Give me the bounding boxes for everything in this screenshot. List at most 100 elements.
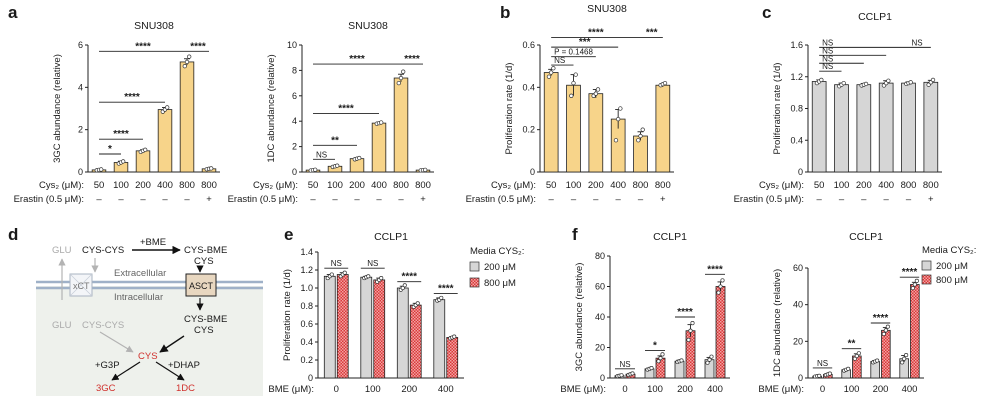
data-point — [819, 77, 824, 83]
bar — [135, 150, 151, 173]
bme-value: 400 — [707, 384, 723, 395]
bar — [878, 82, 894, 173]
y-tick-label: 60 — [793, 263, 803, 273]
y-tick-label: 1.2 — [790, 72, 803, 82]
y-tick-label: 0.8 — [790, 104, 803, 114]
data-point — [886, 78, 891, 83]
data-point — [329, 272, 334, 277]
bar — [543, 72, 559, 173]
bar — [566, 84, 581, 173]
y-axis-label: Proliferation rate (1/d) — [504, 63, 515, 155]
bar — [336, 274, 349, 379]
conditions-c: Cys₂ (μM): 50 100 200 400 800 800 Erastin (0.5 … — [734, 180, 939, 205]
data-point — [569, 93, 574, 98]
data-point — [595, 87, 601, 92]
product-3gc: 3GC — [96, 383, 116, 394]
panel-label-a: a — [8, 3, 18, 22]
chart-title: SNU308 — [587, 3, 627, 15]
y-tick-label: 1.6 — [790, 40, 803, 50]
y-axis-label: 1DC abundance (relative) — [772, 269, 783, 377]
y-tick-label: 8 — [292, 65, 297, 75]
data-point — [209, 166, 214, 171]
bar — [588, 93, 604, 173]
significance-label: NS — [331, 259, 342, 268]
bme-value: 400 — [438, 384, 454, 395]
cys-value: 200 — [349, 180, 365, 191]
y-tick-label: 0 — [530, 167, 535, 177]
bar — [923, 81, 939, 173]
panel-label-e: e — [284, 225, 293, 244]
data-point — [396, 80, 401, 86]
intracellular-label: Intracellular — [114, 292, 163, 303]
significance-label: NS — [367, 259, 378, 268]
erastin-value: – — [184, 194, 190, 205]
data-point — [817, 373, 822, 378]
cys-cys-top: CYS-CYS — [82, 245, 124, 256]
bar — [446, 337, 459, 379]
y-axis-label: 3GC abundance (relative) — [574, 263, 585, 372]
y-tick-label: 20 — [793, 336, 803, 346]
y-tick-label: 0.6 — [522, 40, 535, 50]
erastin-value: – — [140, 194, 146, 205]
erastin-row-label: Erastin (0.5 μM): — [14, 194, 84, 205]
cys-value: 800 — [901, 180, 917, 191]
significance-label: NS — [822, 38, 833, 47]
y-tick-label: 0.4 — [522, 82, 535, 92]
cys-value: 400 — [371, 180, 387, 191]
bme-row-label: BME (μM): — [268, 384, 314, 395]
data-point — [885, 324, 890, 329]
chart-title: SNU308 — [348, 20, 388, 32]
erastin-row-label: Erastin (0.5 μM): — [734, 194, 804, 205]
to-3gc-arrow — [111, 361, 141, 381]
bar — [811, 81, 827, 173]
data-point — [342, 270, 347, 275]
y-tick-label: 0 — [798, 373, 803, 383]
data-point — [720, 278, 725, 283]
to-1dc-arrow — [155, 361, 185, 381]
erastin-row-label: Erastin (0.5 μM): — [466, 194, 536, 205]
bar — [373, 279, 386, 379]
significance-label: NS — [912, 38, 923, 47]
data-point — [613, 138, 619, 143]
y-tick-label: 1.4 — [300, 247, 313, 257]
significance-label: **** — [873, 313, 889, 324]
bar — [393, 77, 409, 173]
erastin-value: – — [906, 194, 912, 205]
product-1dc: 1DC — [176, 383, 195, 394]
chart-a-1dc: SNU308 0 2 4 6 8 10 1DC abundance (relative) NS *… — [266, 20, 434, 177]
cys-value: 800 — [393, 180, 409, 191]
erastin-value: – — [162, 194, 168, 205]
panel-label-f: f — [572, 225, 578, 244]
data-point — [852, 356, 857, 361]
data-point — [846, 366, 851, 371]
data-point — [313, 167, 318, 172]
cys-value: 400 — [610, 180, 626, 191]
cys-value: 400 — [157, 180, 173, 191]
chart-e-proliferation: CCLP1 0 0.2 0.4 0.6 0.8 1.0 1.2 1.4 Proliferation… — [282, 231, 464, 383]
data-point — [593, 91, 598, 96]
data-point — [908, 80, 913, 85]
data-point — [400, 285, 405, 291]
y-tick-label: 0.4 — [300, 337, 313, 347]
erastin-value: – — [884, 194, 890, 205]
bme-value: 100 — [844, 384, 860, 395]
significance-label: **** — [677, 307, 693, 318]
extracellular-label: Extracellular — [114, 268, 166, 279]
legend-swatch-200-f — [921, 260, 932, 271]
asct-transporter — [185, 273, 217, 297]
significance-label: NS — [554, 56, 565, 65]
y-tick-label: 1.2 — [300, 265, 313, 275]
data-point — [930, 77, 936, 83]
y-tick-label: 0.2 — [300, 355, 313, 365]
significance-label: NS — [822, 54, 833, 63]
data-point — [182, 64, 187, 69]
y-axis-label: 1DC abundance (relative) — [266, 54, 277, 162]
significance-label: **** — [707, 264, 723, 275]
y-tick-label: 4 — [292, 116, 297, 126]
cys-value: 100 — [566, 180, 582, 191]
bar — [360, 276, 373, 379]
significance-label: **** — [113, 129, 129, 140]
data-point — [640, 127, 645, 132]
cys-value: 800 — [201, 180, 217, 191]
data-point — [705, 360, 710, 365]
